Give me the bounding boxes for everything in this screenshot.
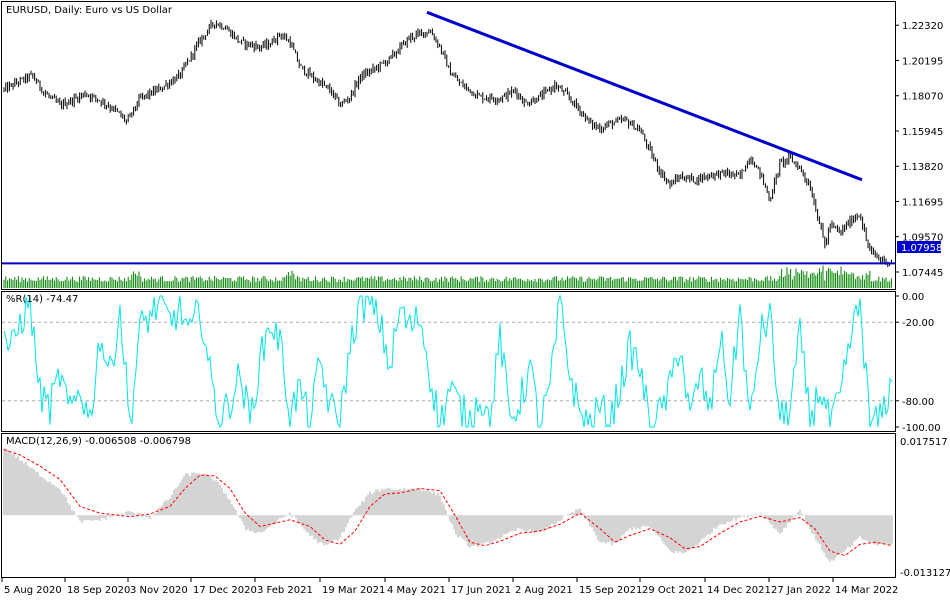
time-tick-label: 14 Dec 2021 [707, 585, 771, 596]
price-tick-label: 1.22320 [902, 21, 943, 32]
time-tick-label: 18 Sep 2020 [67, 585, 130, 596]
wpr-tick-label: 0.00 [902, 292, 924, 303]
time-tick-label: 3 Nov 2020 [130, 585, 188, 596]
volume-bars-layer [3, 265, 892, 288]
williams-title: %R(14) -74.47 [6, 294, 78, 305]
macd-signal-line [3, 449, 893, 556]
symbol-title: EURUSD, Daily: Euro vs US Dollar [6, 5, 173, 16]
price-chart-layer [2, 10, 895, 268]
macd-panel-frame [1, 433, 896, 578]
williams-panel-frame [1, 291, 896, 432]
trendline [426, 10, 863, 182]
time-tick-label: 15 Sep 2021 [579, 585, 642, 596]
price-tick-label: 1.07445 [902, 268, 943, 279]
price-panel-frame [1, 1, 896, 290]
time-tick-label: 3 Feb 2021 [257, 585, 313, 596]
time-tick-label: 4 May 2021 [387, 585, 446, 596]
time-tick-label: 5 Aug 2020 [4, 585, 62, 596]
time-tick-label: 17 Jun 2021 [451, 585, 511, 596]
macd-tick-label: -0.013127 [900, 568, 950, 579]
price-tick-label: 1.11695 [902, 197, 943, 208]
current-price-badge [897, 241, 941, 253]
wpr-tick-label: -80.00 [902, 397, 934, 408]
williams-r-layer [2, 294, 895, 429]
time-tick-label: 14 Mar 2022 [835, 585, 898, 596]
time-tick-label: 29 Oct 2021 [642, 585, 704, 596]
macd-layer [3, 448, 893, 562]
wpr-tick-label: -100.00 [902, 423, 941, 434]
current-price-label: 1.07958 [901, 243, 942, 254]
time-tick-label: 2 Aug 2021 [515, 585, 573, 596]
price-tick-label: 1.13820 [902, 162, 943, 173]
wpr-tick-label: -20.00 [902, 318, 934, 329]
time-tick-label: 17 Dec 2020 [193, 585, 257, 596]
price-tick-label: 1.15945 [902, 127, 943, 138]
macd-title: MACD(12,26,9) -0.006508 -0.006798 [6, 436, 191, 447]
macd-tick-label: 0.017517 [900, 437, 948, 448]
price-tick-label: 1.20195 [902, 56, 943, 67]
time-tick-label: 27 Jan 2022 [771, 585, 831, 596]
price-tick-label: 1.09570 [902, 233, 943, 244]
williams-r-line [3, 294, 893, 429]
axis-labels-layer: 1.22320 1.20195 1.18070 1.15945 1.13820 1.116… [1, 21, 950, 596]
time-tick-label: 19 Mar 2021 [322, 585, 385, 596]
price-tick-label: 1.18070 [902, 92, 943, 103]
